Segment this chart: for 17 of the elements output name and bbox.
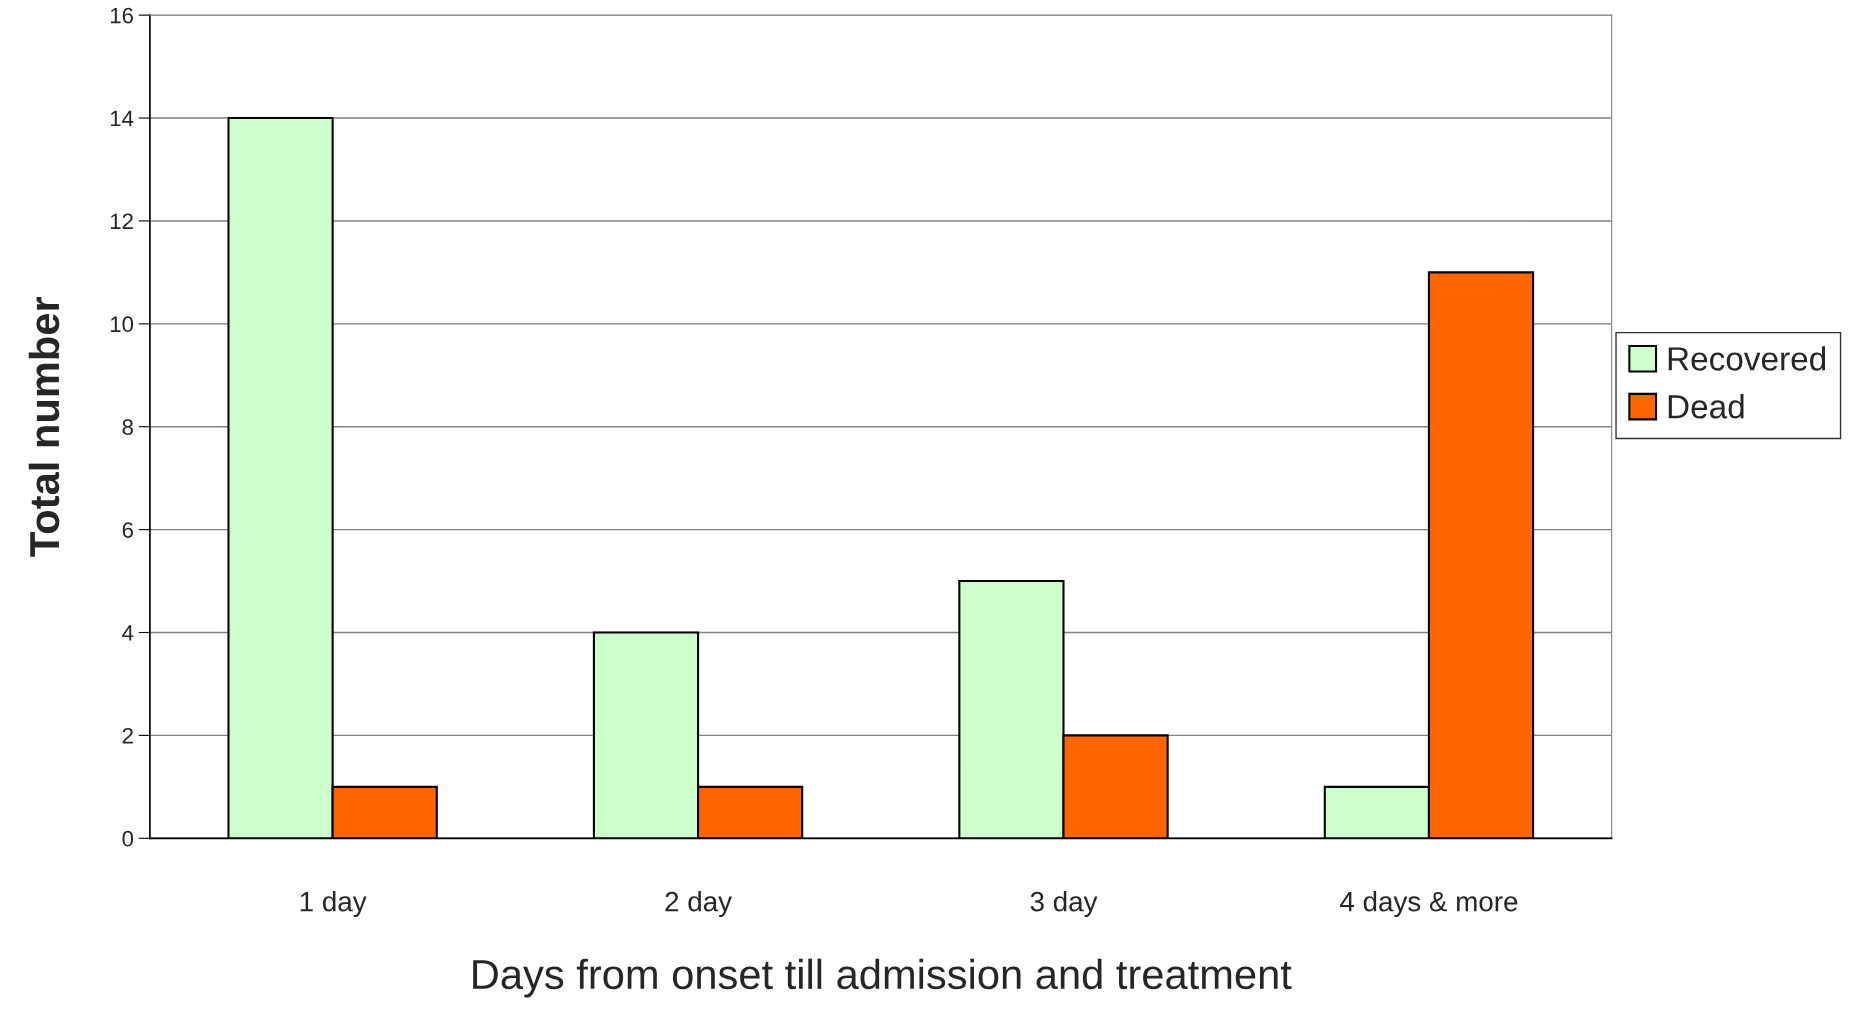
y-tick-label: 14 bbox=[110, 110, 134, 127]
legend-label: Recovered bbox=[1668, 346, 1826, 371]
y-tick-label: 8 bbox=[122, 419, 133, 435]
y-tick-label: 12 bbox=[110, 213, 133, 229]
x-axis-title: Days from onset till admission and treatment bbox=[473, 958, 1292, 998]
y-tick-label: 6 bbox=[122, 522, 133, 538]
y-axis-title: Total number bbox=[28, 296, 60, 557]
y-tick-label: 0 bbox=[122, 830, 134, 847]
legend-label: Dead bbox=[1668, 394, 1744, 419]
x-tick-label: 3 day bbox=[1030, 891, 1098, 917]
x-tick-label: 2 day bbox=[665, 891, 732, 917]
x-tick-label: 1 day bbox=[300, 891, 367, 917]
y-tick-label: 16 bbox=[110, 7, 133, 24]
y-tick-label: 10 bbox=[110, 316, 134, 333]
x-tick-label: 4 days & more bbox=[1340, 891, 1518, 917]
y-tick-label: 2 bbox=[122, 727, 133, 744]
y-tick-label: 4 bbox=[122, 625, 134, 641]
